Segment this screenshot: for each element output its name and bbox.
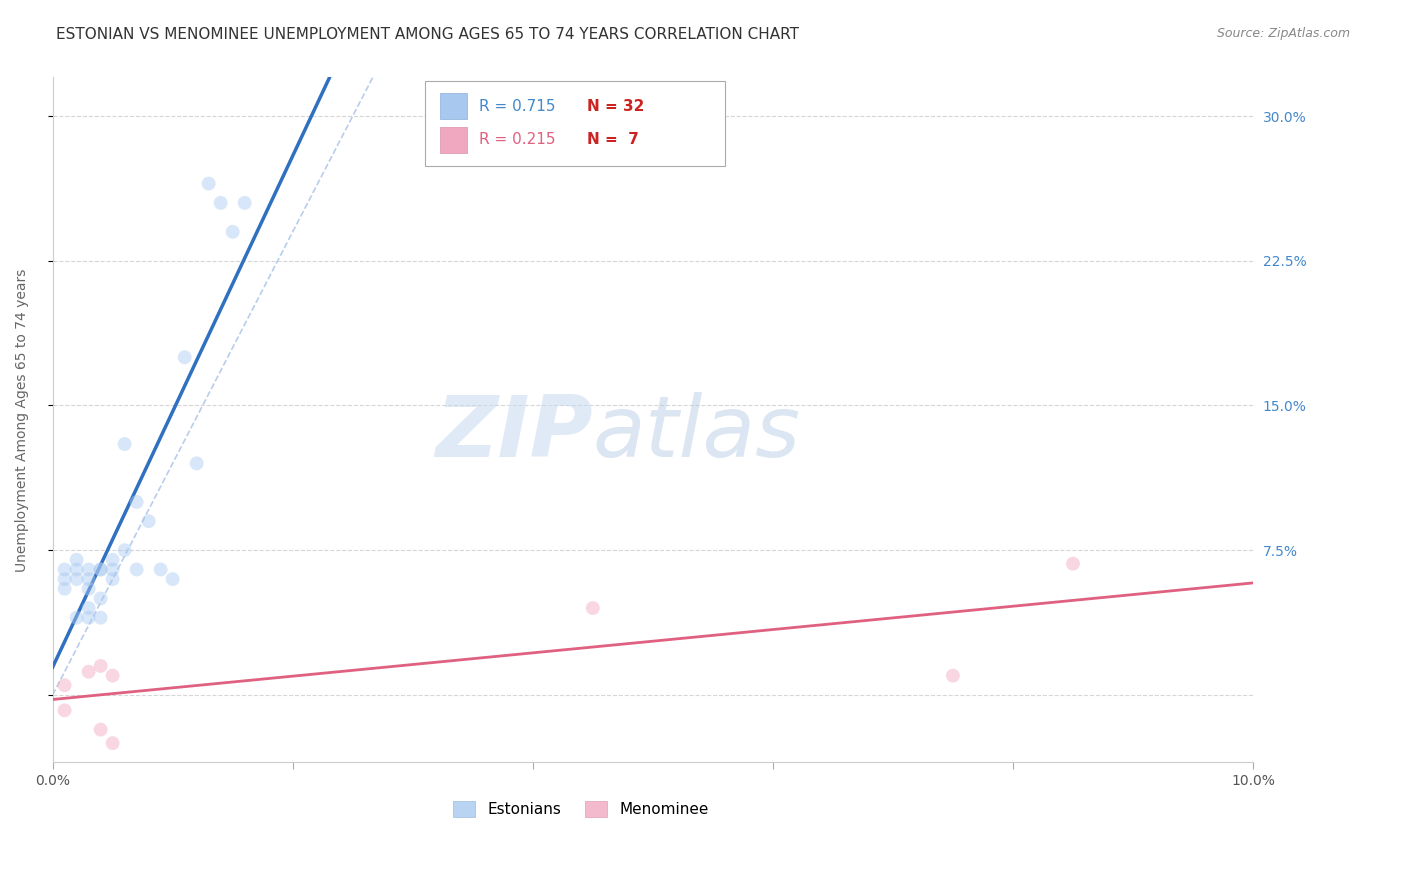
Point — [77, 582, 100, 596]
Point — [149, 562, 172, 576]
Point — [77, 572, 100, 586]
Point — [101, 553, 124, 567]
Point — [65, 572, 87, 586]
Point — [77, 562, 100, 576]
Point — [77, 665, 100, 679]
Point — [125, 562, 148, 576]
FancyBboxPatch shape — [425, 81, 725, 167]
Point — [90, 591, 112, 606]
Point — [197, 177, 219, 191]
Point — [90, 562, 112, 576]
Point — [101, 572, 124, 586]
Text: ZIP: ZIP — [436, 392, 593, 475]
Text: ESTONIAN VS MENOMINEE UNEMPLOYMENT AMONG AGES 65 TO 74 YEARS CORRELATION CHART: ESTONIAN VS MENOMINEE UNEMPLOYMENT AMONG… — [56, 27, 799, 42]
Point — [77, 601, 100, 615]
Point — [77, 611, 100, 625]
Legend: Estonians, Menominee: Estonians, Menominee — [447, 795, 716, 823]
Text: Source: ZipAtlas.com: Source: ZipAtlas.com — [1216, 27, 1350, 40]
Point — [138, 514, 160, 528]
Text: N =  7: N = 7 — [586, 132, 638, 147]
FancyBboxPatch shape — [440, 93, 467, 120]
Point — [65, 611, 87, 625]
Text: R = 0.215: R = 0.215 — [479, 132, 555, 147]
Point — [114, 437, 136, 451]
Point — [53, 678, 76, 692]
Point — [90, 723, 112, 737]
Point — [221, 225, 243, 239]
Text: N = 32: N = 32 — [586, 99, 644, 113]
Point — [233, 195, 256, 210]
Point — [1062, 557, 1084, 571]
Point — [53, 582, 76, 596]
Point — [114, 543, 136, 558]
Point — [125, 495, 148, 509]
Point — [173, 350, 195, 364]
Point — [65, 553, 87, 567]
Point — [209, 195, 232, 210]
Point — [90, 659, 112, 673]
Point — [101, 668, 124, 682]
Point — [53, 572, 76, 586]
FancyBboxPatch shape — [440, 127, 467, 153]
Point — [65, 562, 87, 576]
Point — [162, 572, 184, 586]
Point — [53, 703, 76, 717]
Point — [101, 736, 124, 750]
Text: R = 0.715: R = 0.715 — [479, 99, 555, 113]
Text: atlas: atlas — [593, 392, 801, 475]
Point — [942, 668, 965, 682]
Point — [90, 611, 112, 625]
Point — [101, 562, 124, 576]
Point — [582, 601, 605, 615]
Point — [186, 456, 208, 470]
Y-axis label: Unemployment Among Ages 65 to 74 years: Unemployment Among Ages 65 to 74 years — [15, 268, 30, 572]
Point — [53, 562, 76, 576]
Point — [90, 562, 112, 576]
